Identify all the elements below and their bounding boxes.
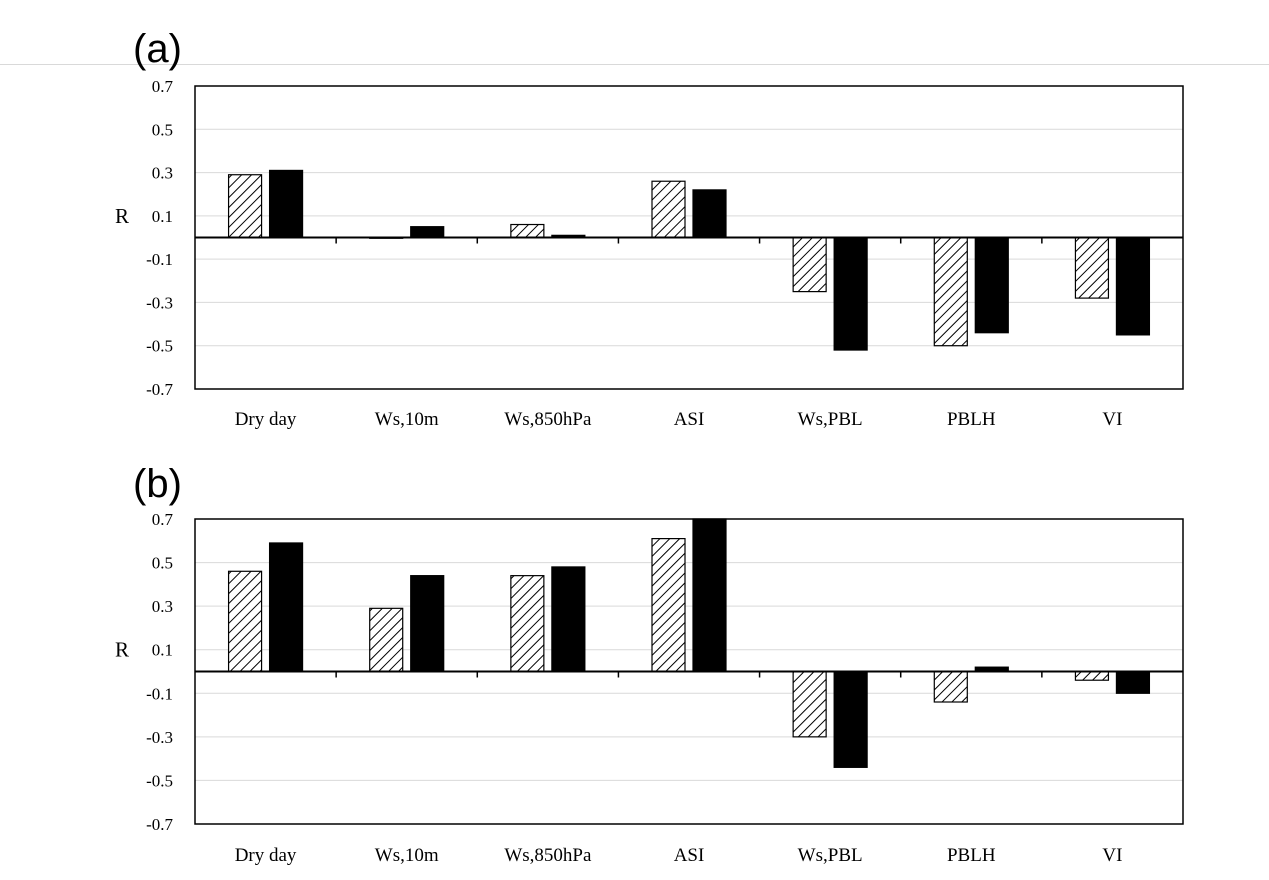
category-label: Ws,10m [375,845,439,866]
bar-hatched [227,174,263,239]
category-label: PBLH [947,409,996,430]
category-label: VI [1102,845,1122,866]
bar-hatched [933,670,968,703]
y-tick-label: -0.7 [146,815,173,834]
bar-hatched [1074,670,1110,681]
bar-hatched [510,223,545,239]
bar-solid [268,542,304,673]
panel-label: (a) [133,27,182,71]
bar-solid [692,518,727,673]
bar-hatched [651,180,686,239]
category-label: Ws,10m [375,409,439,430]
y-axis-label: R [115,204,129,228]
bar-solid [1115,670,1151,694]
category-label: VI [1102,409,1122,430]
y-axis-label: R [115,638,129,662]
bar-hatched [227,570,263,673]
panel-b: (b) 0.7 0.5 0.3 0.1 -0.1 -0.3 -0.5 -0.7 R Dry day W… [115,462,1184,866]
y-tick-label: 0.7 [152,510,174,529]
y-tick-label: 0.3 [152,597,173,616]
category-label: Ws,850hPa [504,409,592,430]
category-label: ASI [674,409,705,430]
bar-solid [268,169,304,239]
y-tick-label: -0.1 [146,250,173,269]
y-tick-label: -0.1 [146,684,173,703]
bar-solid [833,236,868,351]
y-tick-label: 0.5 [152,554,173,573]
y-tick-label: -0.3 [146,293,173,312]
y-tick-label: 0.1 [152,207,173,226]
bar-solid [551,566,586,673]
category-label: Dry day [235,845,297,866]
bar-solid [410,575,445,673]
category-label: Dry day [235,409,297,430]
bar-solid [974,236,1009,334]
bar-hatched [792,670,827,738]
bar-hatched [510,575,545,673]
category-label: Ws,850hPa [504,845,592,866]
top-rule [0,64,1269,65]
category-label: PBLH [947,845,996,866]
category-label: Ws,PBL [798,845,863,866]
category-label: Ws,PBL [798,409,863,430]
y-tick-label: -0.5 [146,337,173,356]
panel-a: (a) 0.7 0.5 0.3 0.1 -0.1 -0.3 -0.5 -0.7 R Dry day W… [115,27,1184,430]
bar-solid [833,670,868,768]
y-tick-label: 0.3 [152,164,173,183]
bar-hatched [369,607,404,673]
panel-label: (b) [133,462,182,506]
bar-solid [1115,236,1151,336]
y-tick-label: 0.5 [152,120,173,139]
bar-solid [692,189,727,239]
bar-hatched [651,538,686,673]
y-tick-label: -0.7 [146,380,173,399]
y-tick-label: 0.7 [152,77,174,96]
y-tick-label: -0.5 [146,771,173,790]
y-tick-label: 0.1 [152,641,173,660]
bar-hatched [933,236,968,347]
y-tick-label: -0.3 [146,728,173,747]
category-label: ASI [674,845,705,866]
bar-hatched [792,236,827,293]
bar-hatched [1074,236,1110,299]
bar-solid [410,226,445,239]
